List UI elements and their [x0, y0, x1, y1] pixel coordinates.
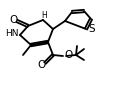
Text: H: H	[41, 10, 47, 20]
Text: O: O	[64, 50, 72, 60]
Text: HN: HN	[5, 30, 19, 38]
Text: O: O	[9, 15, 17, 25]
Text: S: S	[89, 24, 95, 34]
Text: O: O	[38, 60, 46, 70]
